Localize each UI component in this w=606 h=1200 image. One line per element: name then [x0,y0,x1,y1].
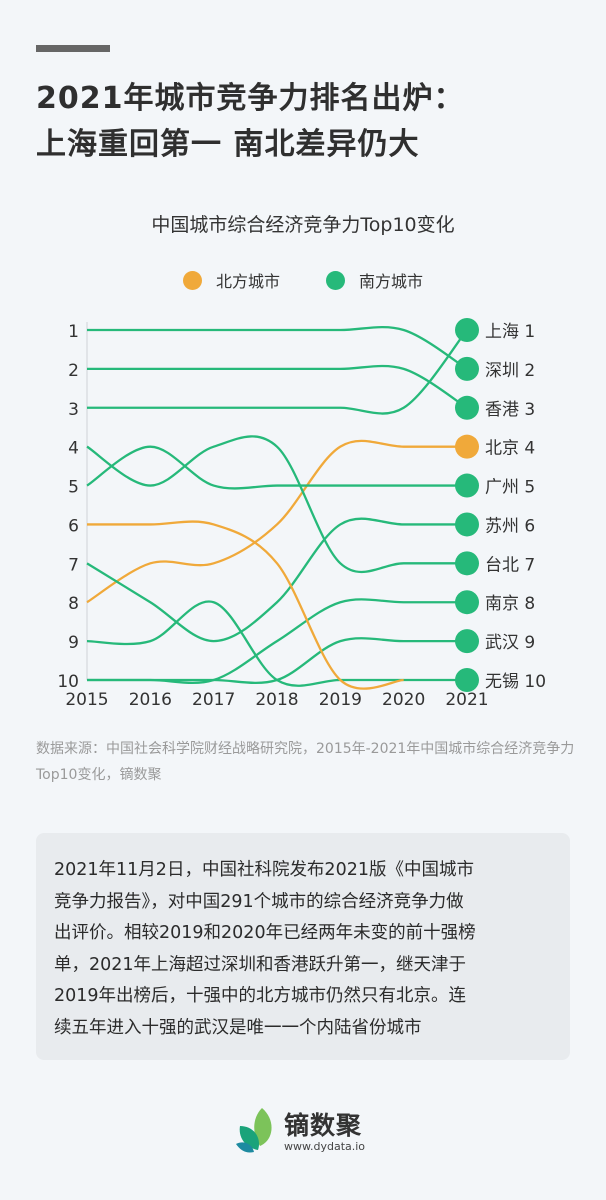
x-tick-label: 2018 [255,690,298,710]
summary-text: 2021年11月2日，中国社科院发布2021版《中国城市 竞争力报告》，对中国2… [54,855,476,1044]
legend-dot-icon [326,270,345,290]
end-point-marker [455,318,479,342]
end-point-marker [455,473,479,498]
x-tick-label: 2019 [319,690,362,710]
end-point-marker [455,668,479,692]
legend-dot-icon [182,270,202,290]
title-line-2: 上海重回第一 南北差异仍大 [36,127,420,162]
end-label: 台北 7 [485,555,535,575]
end-label: 北京 4 [485,439,535,459]
y-tick-label: 2 [68,361,79,381]
summary-line: 续五年进入十强的武汉是唯一一个内陆省份城市 [54,1017,422,1038]
series-line [86,600,467,687]
title-line-1: 2021年城市竞争力排名出炉： [36,81,465,116]
legend-label: 北方城市 [215,272,280,291]
x-tick-label: 2017 [192,690,235,710]
end-label: 武汉 9 [485,633,535,653]
y-tick-label: 3 [68,400,79,420]
end-point-marker [455,395,479,420]
brand-url: www.dydata.io [284,1140,366,1153]
end-label: 上海 1 [485,322,535,342]
end-label: 香港 3 [485,400,535,420]
y-tick-label: 6 [68,516,79,536]
brand-logo: 镝数聚 www.dydata.io [236,1106,376,1156]
x-tick-label: 2015 [65,690,108,710]
series-line [86,364,468,409]
leaf-logo-icon [236,1108,272,1153]
end-point-marker [455,551,479,576]
end-point-marker [455,434,479,459]
y-tick-label: 1 [68,322,79,342]
end-point-marker [455,512,479,537]
end-point-marker [455,629,479,654]
end-label: 南京 8 [485,594,535,614]
end-point-marker [455,590,479,615]
x-tick-label: 2016 [129,690,172,710]
summary-line: 竞争力报告》，对中国291个城市的综合经济竞争力做 [54,891,464,912]
summary-line: 单，2021年上海超过深圳和香港跃升第一，继天津于 [54,954,467,975]
end-point-marker [455,356,479,381]
y-tick-label: 9 [68,633,79,653]
legend-item-south: 南方城市 [326,268,423,292]
decorative-bar [36,45,110,52]
x-tick-label: 2021 [445,690,488,710]
end-label: 广州 5 [485,478,535,498]
y-tick-label: 5 [68,478,79,498]
y-tick-label: 4 [68,439,79,459]
series-line [86,445,467,490]
chart-title: 中国城市综合经济竞争力Top10变化 [151,214,455,236]
summary-line: 出评价。相较2019和2020年已经两年未变的前十强榜 [54,923,476,943]
summary-line: 2019年出榜后，十强中的北方城市仍然只有北京。连 [54,986,467,1006]
y-tick-label: 8 [68,594,79,614]
legend-item-north: 北方城市 [182,268,280,292]
end-label: 苏州 6 [485,516,535,536]
end-label: 无锡 10 [485,672,546,692]
y-tick-label: 10 [57,672,79,692]
summary-card: 2021年11月2日，中国社科院发布2021版《中国城市 竞争力报告》，对中国2… [36,833,570,1060]
legend-label: 南方城市 [359,272,424,291]
series-line [86,637,467,685]
chart-legend: 北方城市 南方城市 [0,268,606,292]
series-line [87,520,404,690]
y-tick-label: 7 [68,555,79,575]
series-line [87,329,468,415]
brand-name: 镝数聚 [284,1111,363,1140]
series-line [86,435,467,574]
data-source: 数据来源：中国社会科学院财经战略研究院，2015年-2021年中国城市综合经济竞… [36,741,575,783]
series-line [87,325,468,370]
summary-line: 2021年11月2日，中国社科院发布2021版《中国城市 [54,860,474,880]
end-label: 深圳 2 [485,361,535,381]
series-line [86,517,467,643]
series-line [86,439,467,604]
page-title: 2021年城市竞争力排名出炉： 上海重回第一 南北差异仍大 [36,76,465,168]
x-tick-label: 2020 [382,690,425,710]
